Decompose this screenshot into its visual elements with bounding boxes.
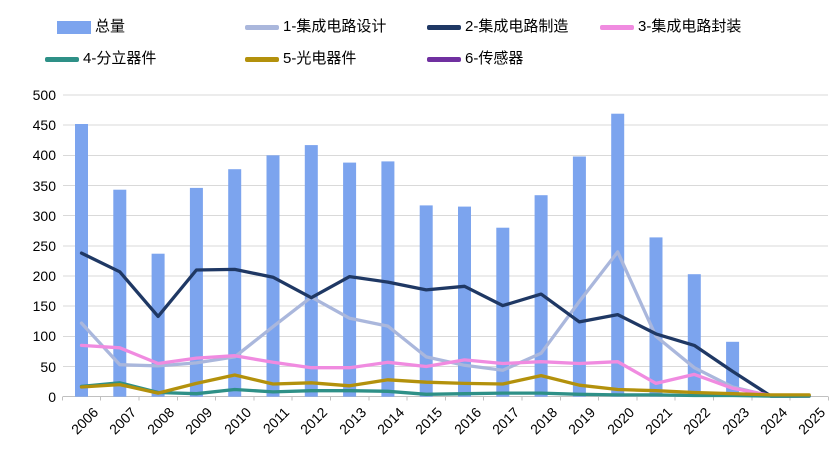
bar-2012 bbox=[304, 145, 318, 397]
legend-item-5: 5-光电器件 bbox=[245, 50, 356, 68]
bar-2013 bbox=[343, 162, 357, 397]
y-tick-label-300: 300 bbox=[32, 207, 56, 224]
bar-2023 bbox=[726, 341, 740, 397]
legend-item-3: 3-集成电路封装 bbox=[600, 18, 741, 36]
legend-item-0: 总量 bbox=[57, 18, 125, 36]
legend-line-swatch bbox=[427, 24, 461, 30]
line-series-4 bbox=[79, 381, 811, 398]
legend-label: 5-光电器件 bbox=[283, 50, 357, 67]
bar-2021 bbox=[649, 237, 663, 397]
legend-line-swatch bbox=[600, 24, 634, 30]
line-series-1 bbox=[79, 250, 811, 398]
bar-2014 bbox=[381, 161, 395, 397]
y-tick-label-400: 400 bbox=[32, 147, 56, 164]
legend-label: 总量 bbox=[95, 18, 126, 35]
legend-item-4: 4-分立器件 bbox=[45, 50, 156, 68]
bar-2007 bbox=[113, 189, 127, 397]
bar-2022 bbox=[687, 274, 701, 397]
bar-2016 bbox=[458, 206, 471, 397]
line-series-2 bbox=[79, 251, 811, 398]
bar-2008 bbox=[151, 253, 165, 397]
bar-2015 bbox=[419, 205, 433, 397]
y-tick-label-50: 50 bbox=[40, 358, 56, 375]
legend-bar-swatch bbox=[57, 20, 91, 34]
y-tick-label-0: 0 bbox=[48, 388, 56, 405]
y-tick-label-200: 200 bbox=[32, 268, 56, 284]
legend-label: 3-集成电路封装 bbox=[638, 18, 742, 35]
legend-line-swatch bbox=[245, 56, 279, 62]
line-series-5 bbox=[79, 373, 811, 397]
legend-item-6: 6-传感器 bbox=[427, 50, 523, 68]
legend-line-swatch bbox=[245, 24, 279, 30]
line-series-3 bbox=[79, 343, 811, 398]
bar-2019 bbox=[572, 156, 586, 397]
bar-2017 bbox=[496, 227, 510, 397]
legend-label: 4-分立器件 bbox=[83, 50, 157, 67]
legend-label: 6-传感器 bbox=[465, 50, 524, 67]
y-tick-label-250: 250 bbox=[32, 237, 56, 254]
y-tick-label-100: 100 bbox=[32, 328, 56, 345]
legend-line-swatch bbox=[427, 56, 461, 62]
legend-label: 2-集成电路制造 bbox=[465, 18, 569, 35]
legend-label: 1-集成电路设计 bbox=[283, 18, 387, 35]
legend-line-swatch bbox=[45, 56, 79, 62]
bar-2010 bbox=[228, 169, 242, 397]
y-tick-label-500: 500 bbox=[32, 87, 56, 103]
y-tick-label-450: 450 bbox=[32, 117, 56, 134]
bar-2009 bbox=[189, 187, 203, 397]
bar-2006 bbox=[75, 124, 88, 397]
y-tick-label-150: 150 bbox=[32, 298, 56, 315]
y-tick-label-350: 350 bbox=[32, 177, 56, 194]
legend-item-1: 1-集成电路设计 bbox=[245, 18, 386, 36]
legend-item-2: 2-集成电路制造 bbox=[427, 18, 568, 36]
